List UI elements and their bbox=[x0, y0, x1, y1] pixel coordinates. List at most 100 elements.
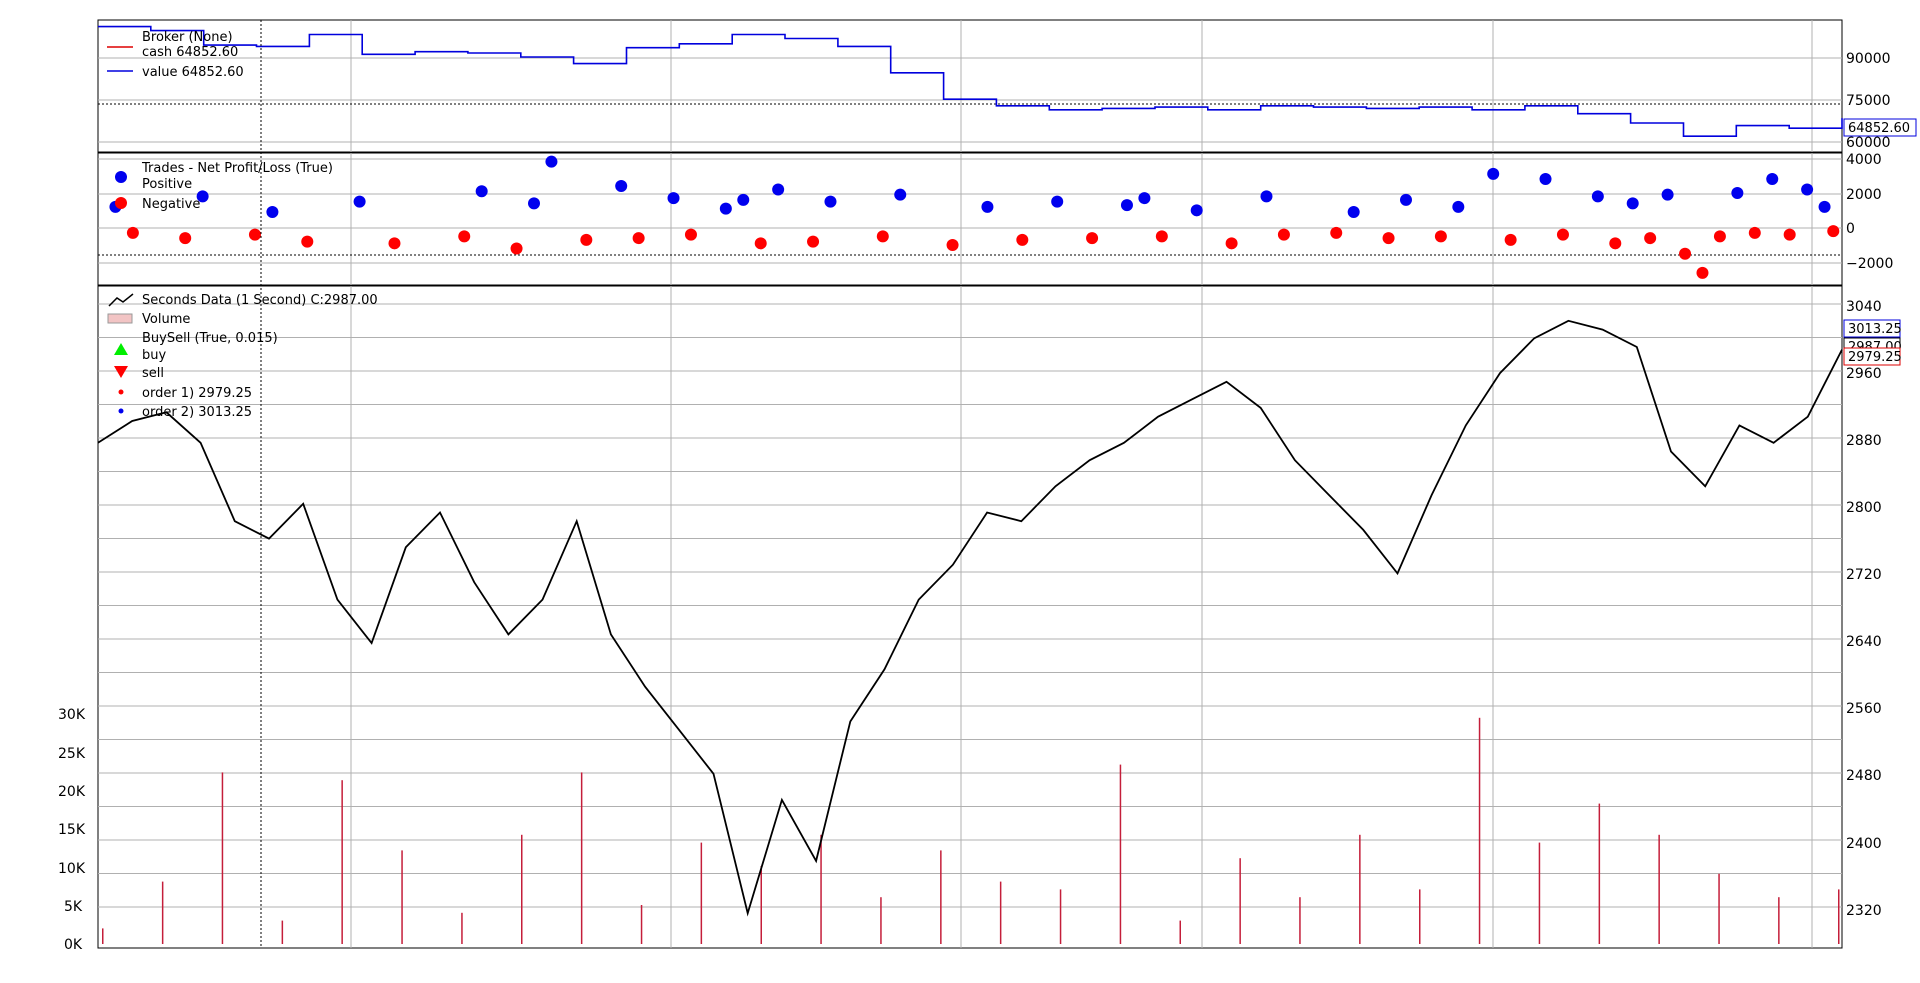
positive-trade-point bbox=[353, 195, 366, 208]
price-ytick: 2720 bbox=[1846, 567, 1882, 583]
negative-trade-point bbox=[1086, 232, 1099, 245]
price-legend-swatch bbox=[108, 293, 134, 307]
order1-legend-label: order 1) 2979.25 bbox=[142, 386, 252, 401]
positive-legend-marker bbox=[115, 171, 127, 183]
positive-legend-label: Positive bbox=[142, 177, 192, 192]
price-line bbox=[97, 319, 1843, 917]
volume-bar bbox=[1059, 889, 1062, 944]
broker-ytick: 75000 bbox=[1846, 93, 1891, 109]
cash-legend-label: cash 64852.60 bbox=[142, 45, 238, 60]
price-panel bbox=[97, 20, 1843, 949]
trades-yaxis: 4000 2000 0 −2000 bbox=[1846, 152, 1893, 272]
volume-bar bbox=[401, 850, 403, 944]
positive-trade-point bbox=[1539, 173, 1552, 186]
broker-legend-title: Broker (None) bbox=[142, 30, 233, 45]
price-ytick: 2560 bbox=[1846, 701, 1882, 717]
volume-bar bbox=[1838, 889, 1840, 944]
positive-trade-point bbox=[1347, 206, 1360, 219]
sell-legend-label: sell bbox=[142, 366, 164, 381]
negative-trade-point bbox=[1713, 230, 1726, 243]
panel-frame bbox=[97, 152, 1843, 286]
volume-bar bbox=[1538, 842, 1541, 944]
positive-trade-point bbox=[1801, 183, 1814, 196]
volume-bar bbox=[1718, 873, 1720, 944]
negative-trade-point bbox=[1696, 266, 1709, 279]
negative-trade-point bbox=[1556, 228, 1569, 241]
volume-legend-label: Volume bbox=[142, 312, 190, 327]
price-legend: Seconds Data (1 Second) C:2987.00 Volume… bbox=[107, 293, 378, 420]
trades-ytick: −2000 bbox=[1846, 256, 1893, 272]
volume-bar bbox=[1239, 858, 1241, 944]
positive-trade-point bbox=[667, 192, 680, 205]
negative-trade-point bbox=[1827, 225, 1840, 238]
volume-bar bbox=[1179, 920, 1181, 944]
panel-frame bbox=[97, 285, 1843, 949]
volume-bar bbox=[1658, 834, 1660, 944]
price-ytick: 3040 bbox=[1846, 299, 1882, 315]
positive-trade-point bbox=[196, 190, 209, 203]
positive-trade-point bbox=[475, 185, 488, 198]
positive-trade-point bbox=[824, 195, 837, 208]
positive-trade-point bbox=[894, 188, 907, 201]
price-ytick: 2480 bbox=[1846, 768, 1882, 784]
volume-bar bbox=[281, 920, 284, 944]
price-ytick: 2880 bbox=[1846, 433, 1882, 449]
volume-bar bbox=[1119, 764, 1122, 944]
negative-trade-point bbox=[301, 235, 314, 248]
negative-trade-point bbox=[458, 230, 471, 243]
positive-trade-point bbox=[1731, 186, 1744, 199]
volume-bar bbox=[1778, 897, 1780, 944]
negative-trade-point bbox=[126, 226, 139, 239]
positive-trade-point bbox=[1260, 190, 1273, 203]
negative-trade-point bbox=[684, 228, 697, 241]
positive-trade-point bbox=[1120, 199, 1133, 212]
broker-legend: Broker (None) cash 64852.60 value 64852.… bbox=[107, 30, 244, 80]
broker-ytick: 90000 bbox=[1846, 51, 1891, 67]
negative-trade-point bbox=[1016, 233, 1029, 246]
positive-trade-point bbox=[1138, 192, 1151, 205]
price-ytick: 2320 bbox=[1846, 903, 1882, 919]
positive-trade-point bbox=[1400, 193, 1412, 206]
order1-price-tag-text: 2979.25 bbox=[1848, 350, 1902, 365]
volume-bar bbox=[1299, 897, 1301, 944]
positive-trade-point bbox=[1591, 190, 1604, 203]
negative-legend-label: Negative bbox=[142, 197, 200, 212]
trades-ytick: 4000 bbox=[1846, 152, 1882, 168]
trades-ytick: 0 bbox=[1846, 221, 1855, 237]
negative-trade-point bbox=[1748, 226, 1761, 239]
order2-price-tag bbox=[1843, 319, 1901, 338]
negative-legend-marker bbox=[115, 197, 127, 209]
negative-trade-point bbox=[1155, 230, 1168, 243]
positive-trade-point bbox=[981, 200, 994, 213]
volume-ytick: 30K bbox=[58, 707, 86, 723]
volume-bar bbox=[700, 842, 703, 944]
positive-trade-point bbox=[1626, 197, 1639, 210]
negative-trade-point bbox=[1609, 237, 1622, 250]
volume-bar bbox=[580, 772, 583, 944]
price-ytick: 2800 bbox=[1846, 500, 1882, 516]
order2-legend-label: order 2) 3013.25 bbox=[142, 405, 252, 420]
volume-bar bbox=[221, 772, 224, 944]
buysell-legend-label: BuySell (True, 0.015) bbox=[142, 331, 278, 346]
positive-trade-point bbox=[1190, 204, 1203, 217]
broker-ytick: 60000 bbox=[1846, 135, 1891, 151]
negative-trade-point bbox=[388, 237, 401, 250]
buy-legend-label: buy bbox=[142, 348, 166, 363]
positive-trade-point bbox=[737, 193, 750, 206]
volume-bar bbox=[880, 897, 882, 944]
order1-price-tag bbox=[1843, 347, 1901, 366]
volume-bar bbox=[102, 928, 104, 944]
volume-yaxis: 30K 25K 20K 15K 10K 5K 0K bbox=[58, 707, 86, 953]
broker-yaxis: 90000 75000 60000 64852.60 bbox=[1843, 51, 1917, 151]
price-ytick: 2640 bbox=[1846, 634, 1882, 650]
negative-trade-point bbox=[1679, 247, 1692, 260]
negative-trade-point bbox=[632, 232, 645, 245]
value-line bbox=[98, 25, 1843, 137]
volume-bar bbox=[760, 866, 762, 944]
order2-legend-marker bbox=[118, 408, 124, 414]
volume-bar bbox=[1598, 803, 1601, 944]
negative-trade-point bbox=[946, 239, 959, 252]
volume-bar bbox=[940, 850, 942, 944]
volume-ytick: 5K bbox=[64, 899, 83, 915]
